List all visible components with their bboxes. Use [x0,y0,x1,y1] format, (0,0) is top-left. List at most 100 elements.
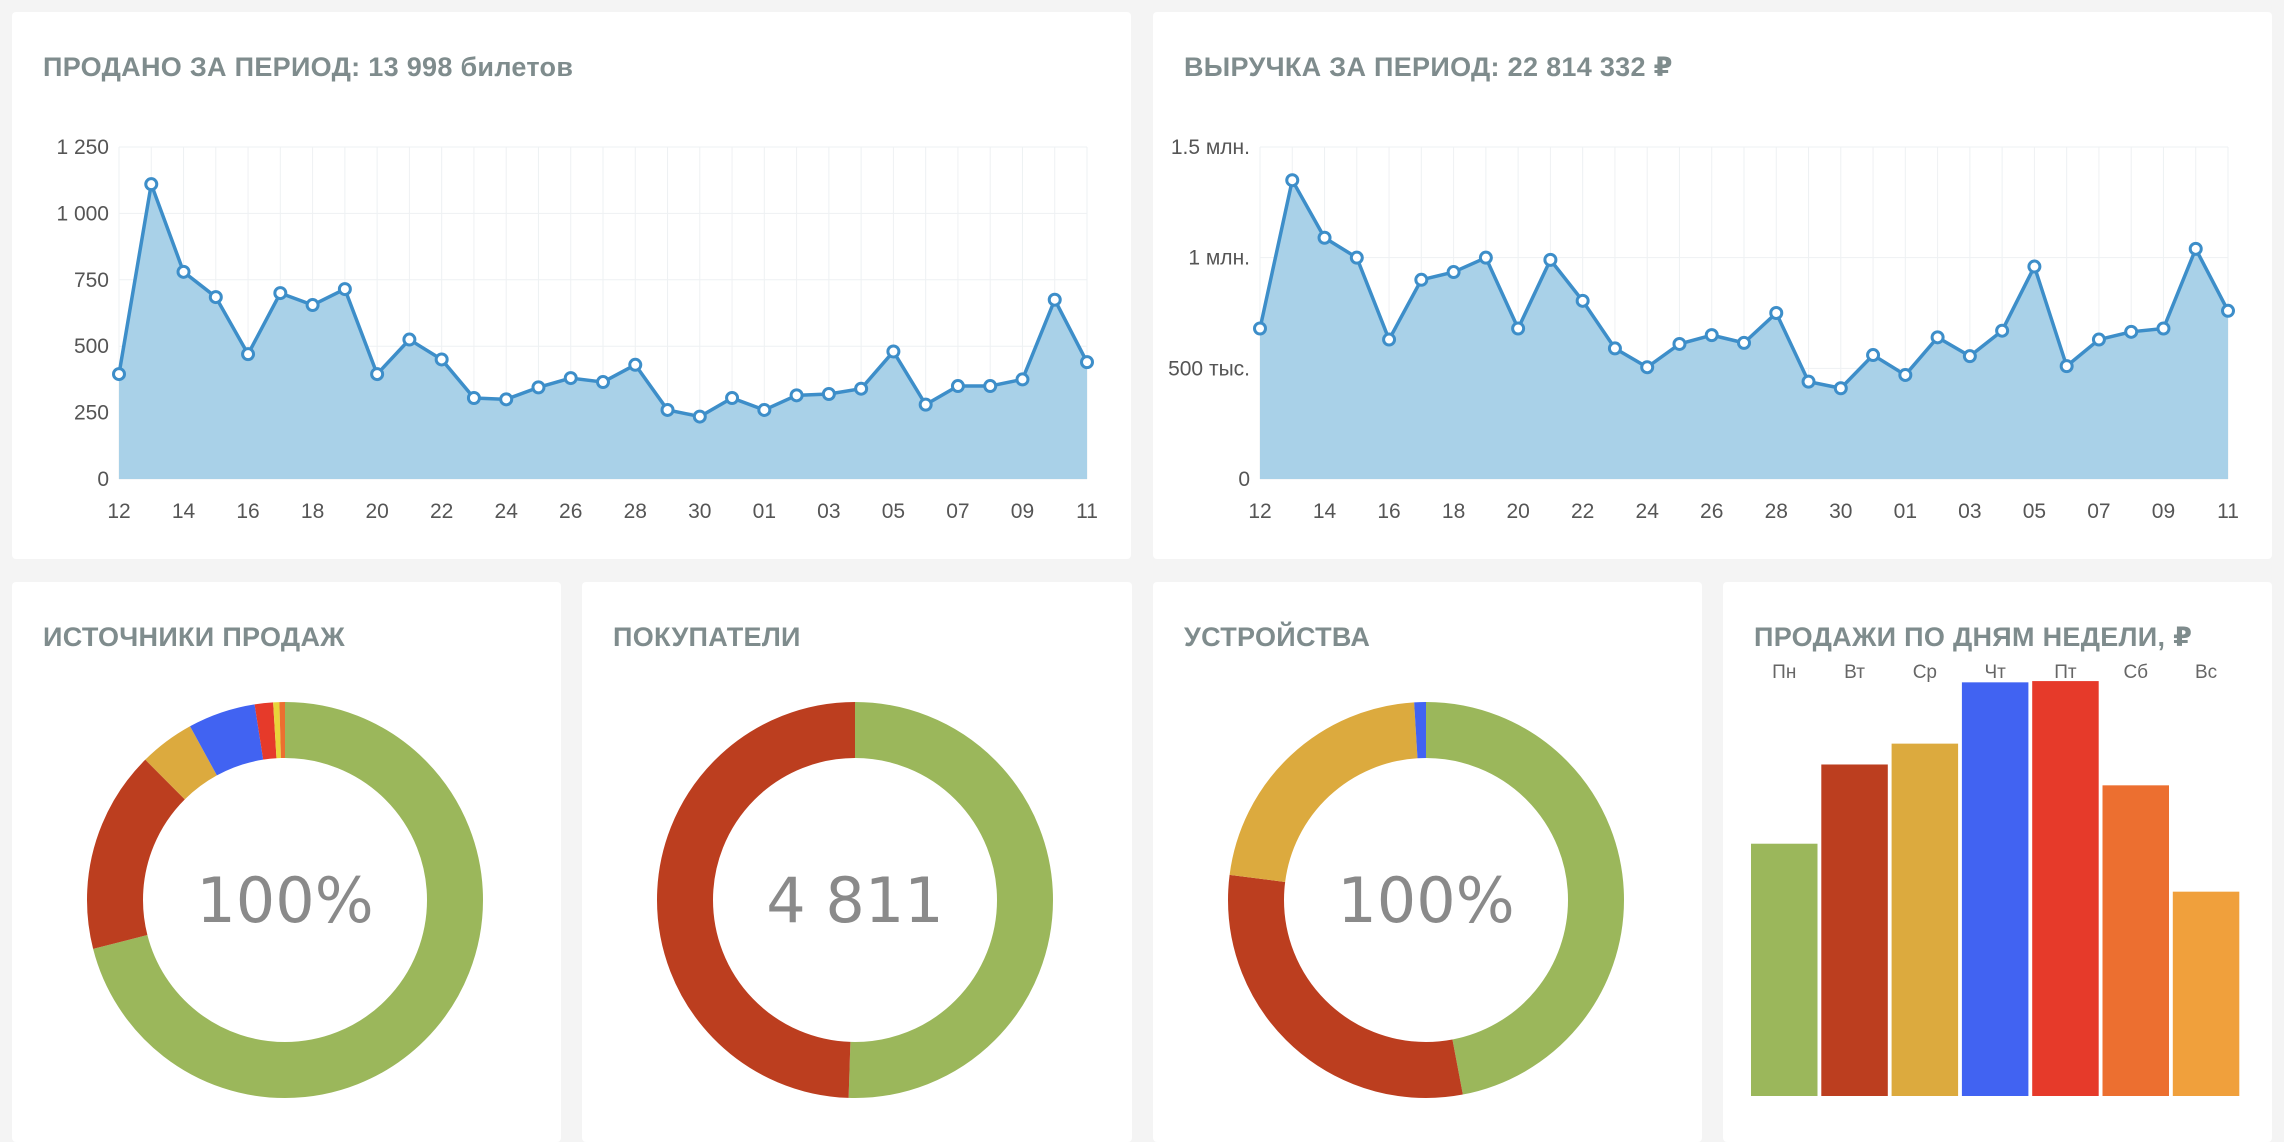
bar-category-label: Сб [2123,662,2148,683]
x-tick-label: 12 [1248,500,1271,523]
weekdays-bar-chart: Пн Вт Ср Чт Пт Сб Вс [1751,662,2240,1096]
data-point [1285,173,1300,188]
x-tick-label: 28 [1765,500,1788,523]
devices-card: УСТРОЙСТВА 100% [1153,582,1702,1142]
revenue-card: ВЫРУЧКА ЗА ПЕРИОД: 22 814 332 ₽ 0 500 тыс… [1153,12,2272,559]
x-tick-label: 22 [1571,500,1594,523]
y-tick-label: 1.5 млн. [1171,136,1250,159]
y-tick-label: 250 [74,402,109,425]
tickets-title: ПРОДАНО ЗА ПЕРИОД: 13 998 билетов [43,52,574,82]
data-point [1607,341,1622,356]
data-point [1866,348,1881,363]
data-point [1015,372,1030,387]
data-point [1543,252,1558,267]
data-point [918,397,933,412]
x-tick-label: 05 [882,500,905,523]
y-tick-label: 500 тыс. [1168,357,1250,380]
data-point [2221,303,2235,318]
data-point [1511,321,1526,336]
area-fill [1260,180,2228,479]
bar-Ср [1891,743,1959,1096]
data-point [1737,335,1751,350]
data-point [1382,332,1397,347]
bar-Сб [2102,785,2169,1096]
donut-slice-blue [1228,702,1624,1098]
x-tick-label: 26 [1700,500,1723,523]
data-point [1672,336,1687,351]
data-point [1478,250,1493,265]
x-tick-label: 24 [1636,500,1660,523]
x-tick-label: 09 [1011,500,1034,523]
x-tick-label: 03 [817,500,840,523]
donut-center-label: 100% [1337,864,1514,937]
data-point [1769,306,1784,320]
data-point [2091,332,2106,347]
x-tick-label: 16 [1377,500,1400,523]
data-point [1253,321,1267,336]
data-point [1080,355,1094,370]
y-tick-label: 0 [97,468,109,491]
donut-center-label: 4 811 [766,864,944,937]
data-point [692,409,707,424]
data-point [241,347,256,362]
data-point [1930,330,1945,345]
data-point [531,380,546,395]
data-point [434,352,449,367]
tickets-card: ПРОДАНО ЗА ПЕРИОД: 13 998 билетов 0 250 50… [12,12,1131,559]
data-point [1575,293,1590,308]
data-point [402,332,417,347]
data-point [660,402,675,417]
donut-slice-orange [87,702,483,1098]
donut-slice-rust [1228,702,1624,1098]
x-tick-label: 14 [172,500,196,523]
weekdays-card: ПРОДАЖИ ПО ДНЯМ НЕДЕЛИ, ₽ Пн Вт Ср Чт Пт Сб Вс [1723,582,2272,1142]
data-point [725,390,740,405]
x-tick-label: 16 [236,500,259,523]
x-tick-label: 30 [688,500,711,523]
data-point [112,367,126,382]
data-point [176,264,191,279]
data-point [1317,230,1332,245]
buyers-card: ПОКУПАТЕЛИ 4 811 [582,582,1132,1142]
y-tick-label: 0 [1238,468,1250,491]
data-point [2188,241,2203,256]
x-tick-label: 14 [1313,500,1337,523]
bar-category-label: Пт [2054,662,2077,683]
sources-title: ИСТОЧНИКИ ПРОДАЖ [43,622,345,652]
sources-donut-chart: 100% [87,702,483,1098]
x-tick-label: 07 [946,500,969,523]
bar-Пт [2032,681,2099,1096]
data-point [2059,359,2074,374]
data-point [1898,367,1913,382]
buyers-title: ПОКУПАТЕЛИ [613,622,801,652]
bar-Пн [1751,843,1818,1096]
x-tick-label: 03 [1958,500,1981,523]
x-tick-label: 11 [1076,500,1098,523]
y-tick-label: 1 250 [56,136,109,159]
x-tick-label: 22 [430,500,453,523]
data-point [370,367,385,382]
x-tick-label: 28 [624,500,647,523]
devices-donut-chart: 100% [1228,702,1624,1098]
data-point [1349,250,1364,265]
data-point [144,177,159,192]
x-tick-label: 18 [301,500,324,523]
x-tick-label: 24 [495,500,519,523]
data-point [854,381,869,396]
bar-category-label: Ср [1913,662,1937,683]
data-point [886,344,901,359]
x-tick-label: 18 [1442,500,1465,523]
data-point [208,290,223,305]
devices-title: УСТРОЙСТВА [1184,622,1371,652]
x-tick-label: 05 [2023,500,2046,523]
data-point [821,387,836,402]
donut-slice-rust [657,702,1053,1098]
data-point [2156,321,2171,336]
data-point [1414,272,1429,287]
data-point [1704,328,1719,343]
x-tick-label: 01 [753,500,776,523]
x-tick-label: 30 [1829,500,1852,523]
bar-Вс [2172,891,2240,1096]
data-point [628,357,643,372]
bar-Вт [1821,764,1888,1096]
